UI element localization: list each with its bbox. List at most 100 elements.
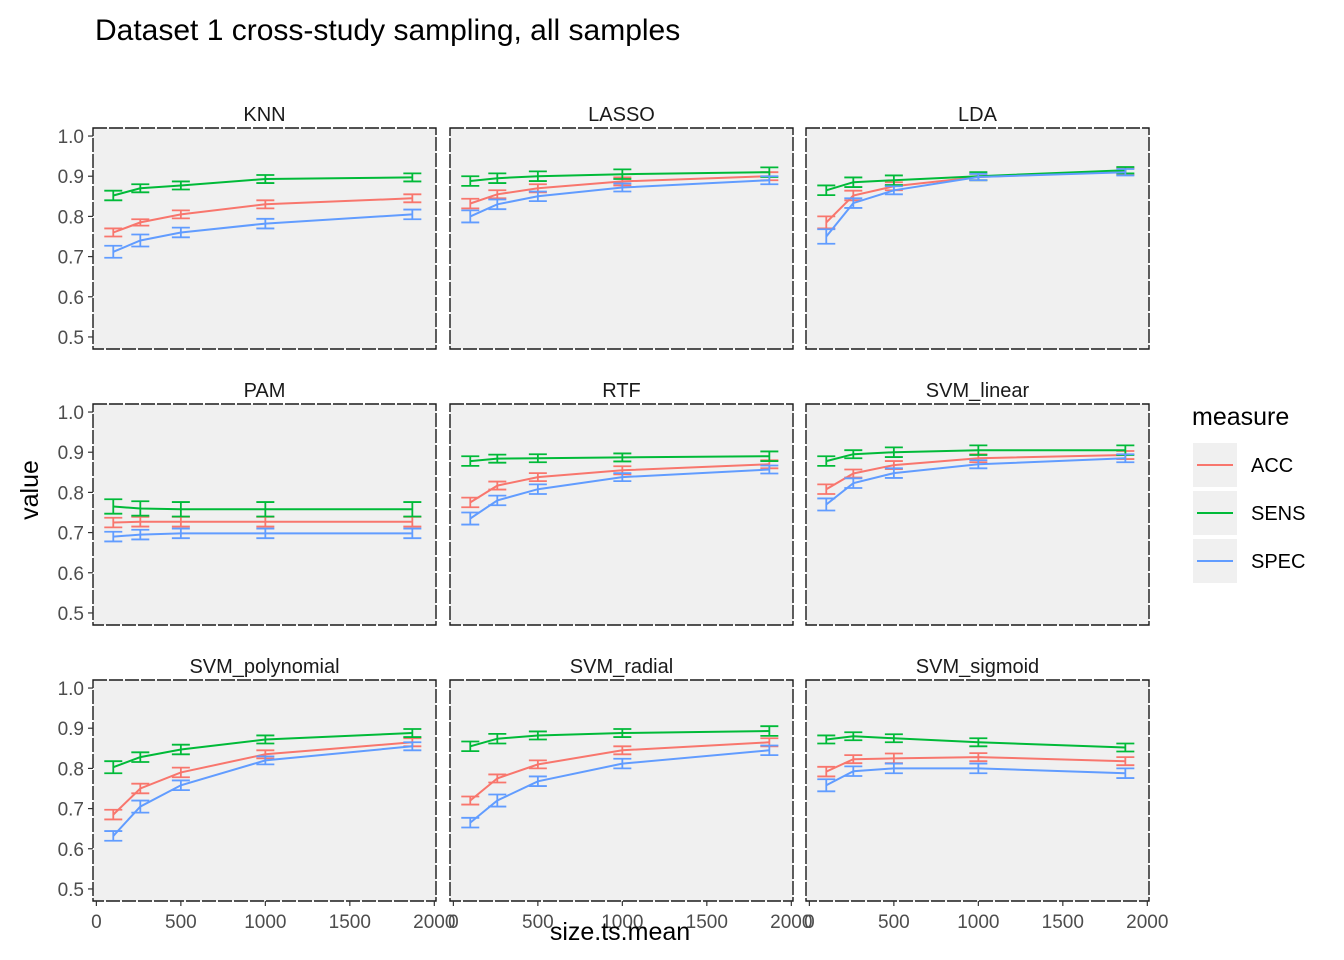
error-bar	[528, 170, 547, 182]
panel-pam: PAM 0.5 0.6 0.7 0.8 0.9 1.0	[58, 376, 437, 626]
error-bar	[760, 725, 779, 737]
error-bar	[844, 449, 863, 460]
error-bar	[488, 198, 507, 211]
y-tick-label: 0.6	[58, 840, 84, 861]
error-bar	[969, 444, 988, 456]
x-tick-label: 1500	[1042, 912, 1084, 933]
panel-lda: LDA	[805, 100, 1150, 350]
error-bar	[488, 773, 507, 784]
strip-label: KNN	[243, 104, 285, 126]
error-bar	[488, 480, 507, 491]
series-spec	[817, 762, 1135, 793]
error-bar	[256, 199, 275, 210]
strip-background	[806, 100, 1149, 128]
error-bar	[528, 453, 547, 464]
error-bar	[844, 477, 863, 489]
error-bar	[104, 530, 123, 543]
error-bar	[488, 189, 507, 200]
error-bar	[969, 752, 988, 763]
error-bar	[131, 183, 150, 194]
series-spec	[817, 453, 1135, 512]
error-bar	[461, 740, 480, 753]
x-tick-label: 500	[878, 912, 910, 933]
error-bar	[817, 228, 836, 245]
error-bar	[1116, 453, 1135, 464]
error-bar	[884, 467, 903, 479]
error-bar	[760, 464, 779, 475]
error-bar	[969, 762, 988, 775]
error-bar	[1116, 767, 1135, 779]
series-sens	[104, 498, 422, 518]
y-tick-label: 0.7	[58, 524, 84, 545]
error-bar	[104, 808, 123, 821]
legend-label: ACC	[1251, 455, 1293, 477]
legend: measure ACC SENS SPEC	[1192, 403, 1305, 583]
legend-entry-spec: SPEC	[1193, 539, 1305, 583]
strip-background	[450, 376, 793, 404]
error-bar	[461, 795, 480, 806]
error-bar	[461, 209, 480, 224]
error-bar	[256, 217, 275, 230]
strip-label: PAM	[244, 380, 286, 402]
series-acc	[817, 752, 1135, 778]
error-bar	[1116, 742, 1135, 753]
error-bar	[613, 745, 632, 756]
y-tick-label: 1.0	[58, 127, 84, 148]
x-tick-label: 1500	[329, 912, 371, 933]
legend-entry-sens: SENS	[1193, 491, 1305, 535]
error-bar	[844, 197, 863, 209]
error-bar	[131, 233, 150, 248]
error-bar	[461, 455, 480, 467]
y-tick-label: 0.7	[58, 800, 84, 821]
y-tick-label: 1.0	[58, 679, 84, 700]
y-tick-label: 0.9	[58, 167, 84, 188]
error-bar	[131, 799, 150, 814]
error-bar	[528, 190, 547, 203]
strip-background	[93, 376, 436, 404]
legend-label: SPEC	[1251, 551, 1305, 573]
error-bar	[613, 757, 632, 770]
panel-svm-sigmoid: SVM_sigmoid 0 500 1000 1500 2000	[804, 652, 1168, 933]
error-bar	[403, 172, 422, 183]
panel-svm-polynomial: SVM_polynomial 0.5 0.6 0.7 0.8 0.9 1.0 0 500 1000…	[58, 652, 455, 933]
error-bar	[171, 226, 190, 239]
y-tick-label: 1.0	[58, 403, 84, 424]
error-bar	[131, 751, 150, 763]
x-tick-label: 1500	[686, 912, 728, 933]
series-line	[113, 520, 413, 524]
y-tick-label: 0.6	[58, 564, 84, 585]
error-bar	[969, 172, 988, 182]
error-bar	[104, 830, 123, 842]
error-bar	[760, 744, 779, 757]
error-bar	[256, 174, 275, 184]
strip-background	[93, 100, 436, 128]
error-bar	[528, 472, 547, 483]
error-bar	[817, 765, 836, 778]
error-bar	[403, 501, 422, 518]
error-bar	[817, 778, 836, 793]
error-bar	[488, 732, 507, 745]
panel-rtf: RTF	[449, 376, 794, 626]
error-bar	[403, 527, 422, 540]
series-sens	[461, 725, 779, 753]
panel-background	[449, 127, 794, 350]
error-bar	[844, 731, 863, 742]
error-bar	[528, 730, 547, 741]
y-tick-label: 0.5	[58, 604, 84, 625]
error-bar	[884, 762, 903, 775]
strip-label: LASSO	[588, 104, 655, 126]
error-bar	[884, 733, 903, 744]
strip-label: SVM_radial	[570, 656, 673, 678]
series-sens	[461, 450, 779, 467]
legend-entry-acc: ACC	[1193, 443, 1293, 487]
error-bar	[171, 501, 190, 518]
error-bar	[403, 728, 422, 738]
panel-svm-radial: SVM_radial 0 500 1000 1500 2000	[448, 652, 812, 933]
error-bar	[613, 452, 632, 463]
series-spec	[817, 168, 1135, 245]
error-bar	[131, 218, 150, 227]
error-bar	[461, 511, 480, 526]
error-bar	[171, 527, 190, 540]
series-spec	[461, 744, 779, 829]
